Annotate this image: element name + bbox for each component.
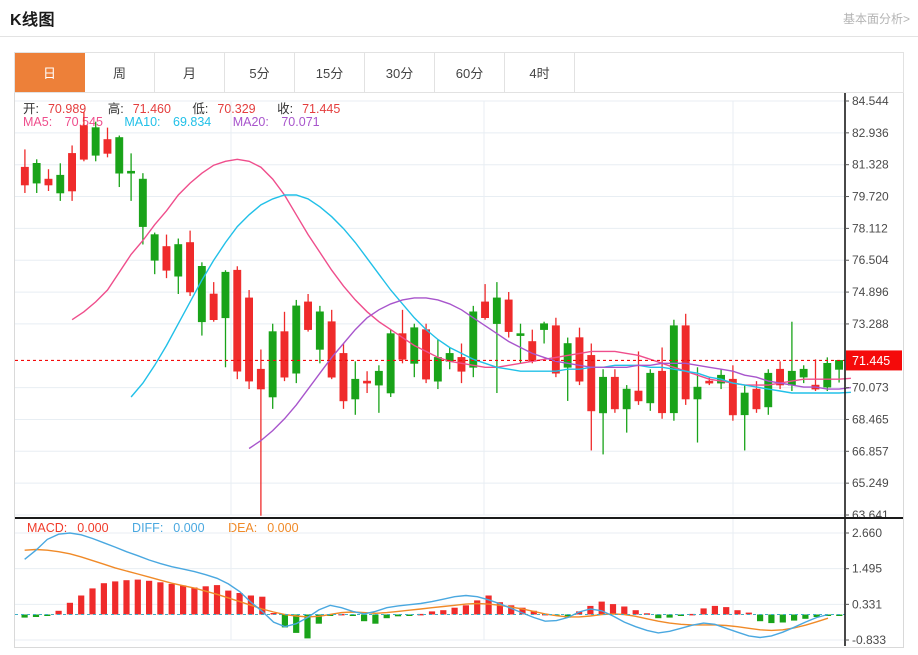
- macd-chart-canvas[interactable]: 2.660 1.495 0.331 -0.833: [15, 519, 903, 646]
- panel-divider: [15, 517, 903, 519]
- chart-container[interactable]: 开: 70.989 高: 71.460 低: 70.329 收: 71.445 MA5:…: [14, 93, 904, 648]
- svg-text:63.641: 63.641: [852, 508, 889, 517]
- price-chart-canvas[interactable]: 84.544 82.936 81.328 79.720 78.112 76.504 74.8…: [15, 93, 903, 517]
- page-title: K线图: [10, 12, 56, 29]
- period-tabbar: 日 周 月 5分 15分 30分 60分 4时: [14, 52, 904, 93]
- svg-text:0.331: 0.331: [852, 597, 882, 611]
- tabbar-filler: [575, 53, 903, 92]
- tab-60min[interactable]: 60分: [435, 53, 505, 92]
- svg-text:65.249: 65.249: [852, 476, 889, 490]
- svg-text:71.445: 71.445: [852, 354, 890, 368]
- svg-text:73.288: 73.288: [852, 317, 889, 331]
- svg-text:68.465: 68.465: [852, 412, 889, 426]
- tab-4hour[interactable]: 4时: [505, 53, 575, 92]
- svg-text:81.328: 81.328: [852, 158, 889, 172]
- tab-30min[interactable]: 30分: [365, 53, 435, 92]
- svg-text:1.495: 1.495: [852, 562, 882, 576]
- page-header: K线图 基本面分析>: [0, 0, 918, 37]
- svg-text:78.112: 78.112: [852, 221, 888, 235]
- tab-week[interactable]: 周: [85, 53, 155, 92]
- tab-5min[interactable]: 5分: [225, 53, 295, 92]
- svg-text:66.857: 66.857: [852, 444, 889, 458]
- svg-text:-0.833: -0.833: [852, 633, 886, 646]
- svg-text:82.936: 82.936: [852, 126, 889, 140]
- svg-text:2.660: 2.660: [852, 526, 882, 540]
- svg-text:76.504: 76.504: [852, 253, 889, 267]
- svg-text:74.896: 74.896: [852, 285, 889, 299]
- tab-15min[interactable]: 15分: [295, 53, 365, 92]
- svg-text:79.720: 79.720: [852, 190, 889, 204]
- tab-day[interactable]: 日: [15, 53, 85, 92]
- fundamental-analysis-link[interactable]: 基本面分析>: [842, 12, 910, 26]
- svg-text:70.073: 70.073: [852, 381, 889, 395]
- tab-month[interactable]: 月: [155, 53, 225, 92]
- svg-text:84.544: 84.544: [852, 94, 889, 108]
